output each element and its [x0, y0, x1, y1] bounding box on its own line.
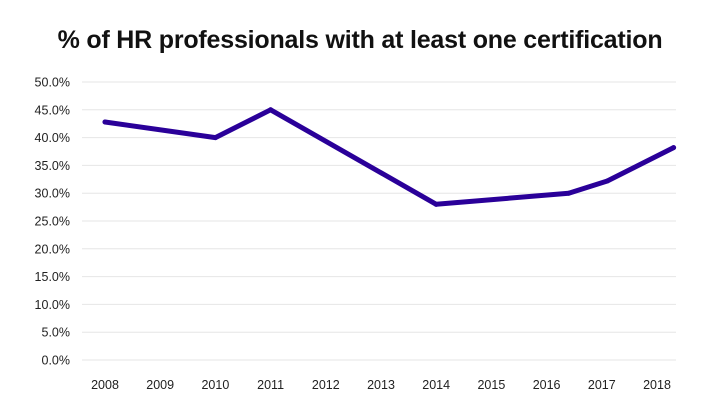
x-axis-tick-labels: 2008 2009 2010 2011 2012 2013 2014 2015 2016 2017… — [91, 378, 671, 392]
chart-title: % of HR professionals with at least one … — [57, 26, 663, 54]
x-tick-label: 2012 — [312, 378, 340, 392]
x-tick-label: 2014 — [422, 378, 450, 392]
y-tick-label: 5.0% — [42, 326, 71, 340]
data-point — [671, 145, 677, 151]
series-layer — [102, 107, 677, 207]
data-point — [566, 190, 572, 196]
data-point — [212, 135, 218, 141]
data-point — [268, 107, 274, 113]
x-tick-label: 2009 — [146, 378, 174, 392]
y-tick-label: 40.0% — [35, 131, 70, 145]
data-point — [102, 119, 108, 125]
y-tick-label: 45.0% — [35, 103, 70, 117]
gridlines — [82, 81, 676, 361]
data-point — [433, 201, 439, 207]
y-tick-label: 20.0% — [35, 242, 70, 256]
y-tick-label: 35.0% — [35, 159, 70, 173]
y-tick-label: 25.0% — [35, 215, 70, 229]
series-line — [102, 107, 677, 207]
x-tick-label: 2011 — [257, 378, 284, 392]
y-axis-tick-labels: 0.0% 5.0% 10.0% 15.0% 20.0% 25.0% 30.0% 35.0% 40… — [35, 76, 70, 368]
x-tick-label: 2008 — [91, 378, 119, 392]
x-tick-label: 2013 — [367, 378, 395, 392]
y-tick-label: 0.0% — [42, 354, 71, 368]
y-tick-label: 30.0% — [35, 187, 70, 201]
x-tick-label: 2016 — [533, 378, 561, 392]
y-tick-label: 10.0% — [35, 298, 70, 312]
x-tick-label: 2015 — [477, 378, 505, 392]
x-tick-label: 2018 — [643, 378, 671, 392]
x-tick-label: 2017 — [588, 378, 616, 392]
data-point — [604, 178, 610, 184]
x-tick-label: 2010 — [201, 378, 229, 392]
y-tick-label: 15.0% — [35, 270, 70, 284]
y-tick-label: 50.0% — [35, 76, 70, 90]
